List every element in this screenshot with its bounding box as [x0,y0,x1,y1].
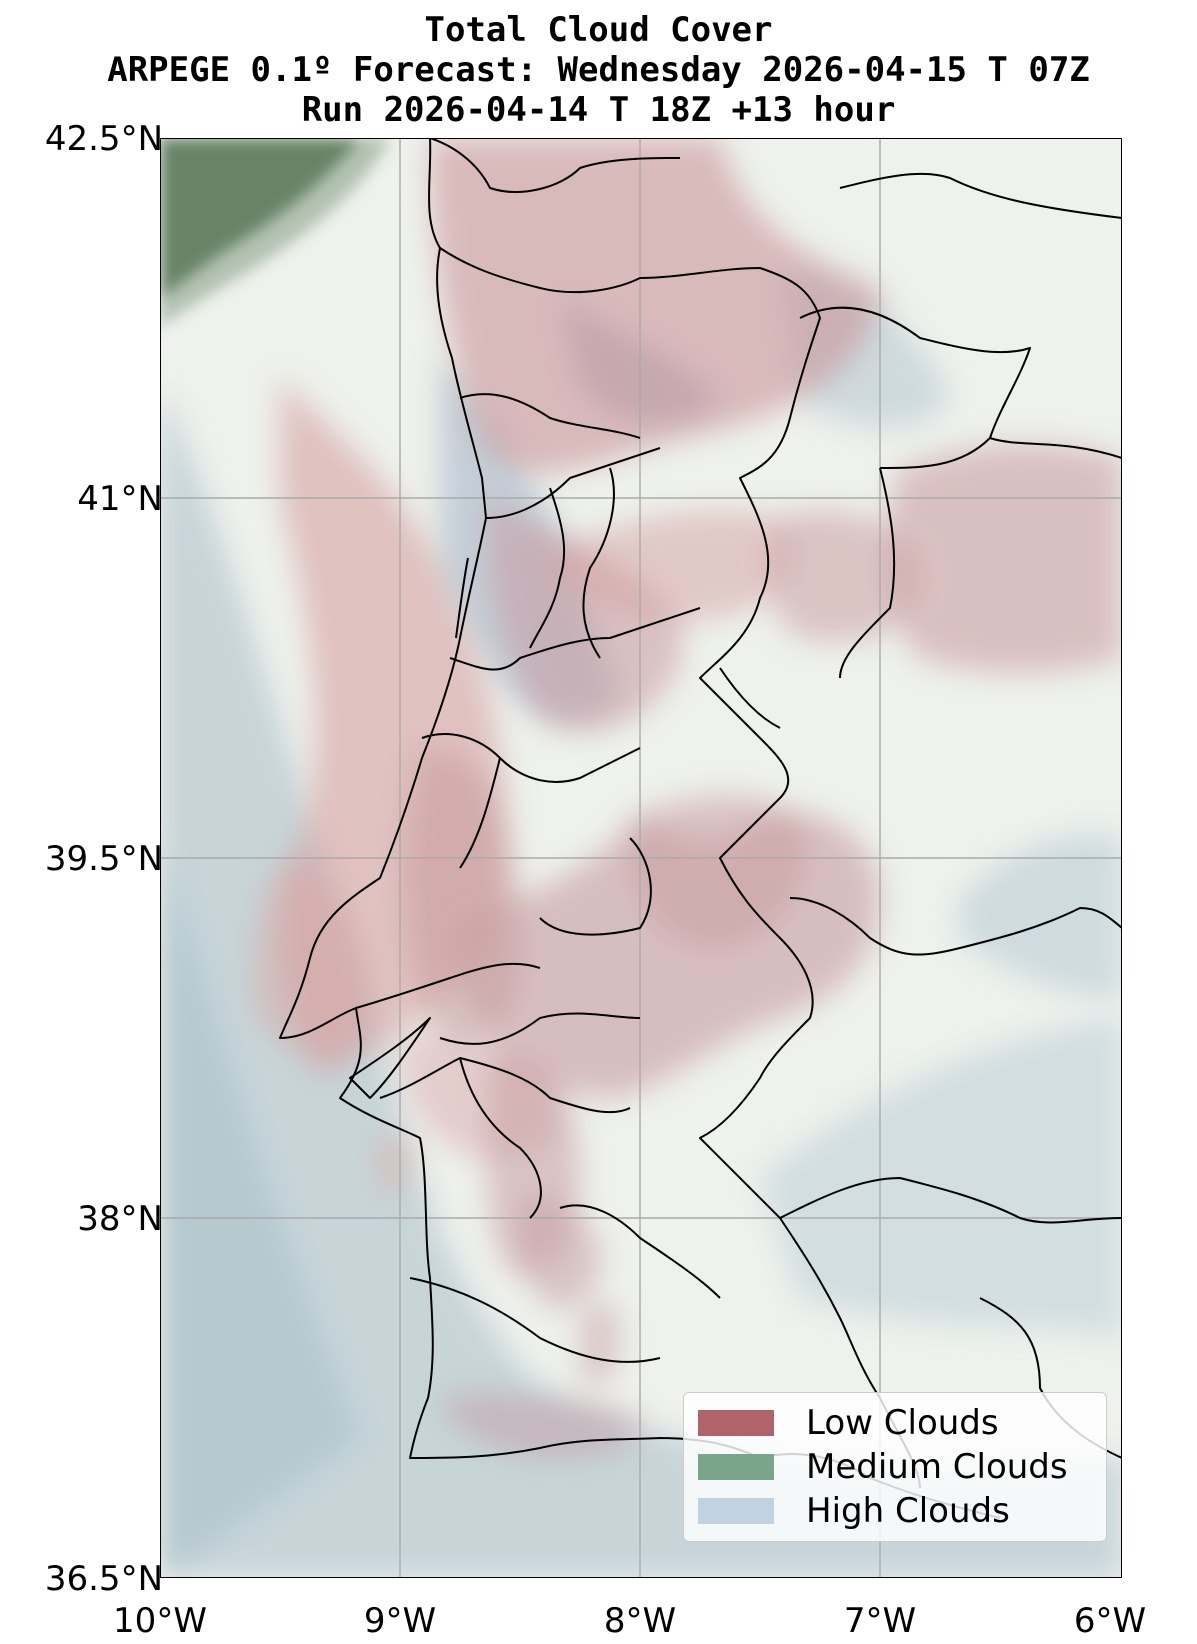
district-border [459,393,641,439]
legend: Low Clouds Medium Clouds High Clouds [683,1392,1107,1542]
district-border [449,607,701,671]
border-spain-huelva [779,1177,1122,1224]
y-tick-label: 36.5°N [44,1559,163,1599]
x-tick-label: 9°W [363,1601,437,1641]
border-spain-badajoz [789,897,1122,956]
border-galicia [429,138,681,193]
legend-label: Low Clouds [806,1403,999,1443]
district-border [582,467,615,659]
district-border [529,487,566,649]
district-border [539,837,652,936]
border-portugal-spain-north [439,247,821,419]
border-spain-caceres [839,467,896,679]
y-tick-label: 41°N [77,479,163,519]
x-tick-label: 7°W [843,1601,917,1641]
legend-label: Medium Clouds [806,1447,1068,1487]
y-tick-label: 42.5°N [44,119,163,159]
district-border [459,1057,542,1219]
district-border [719,667,781,729]
y-tick-label: 38°N [77,1199,163,1239]
border-portugal-spain-east [699,417,921,1489]
chart-subtitle-forecast: ARPEGE 0.1º Forecast: Wednesday 2026-04-… [107,50,1090,90]
district-border [421,733,641,783]
border-spain-salamanca [879,437,1122,469]
legend-item-high: High Clouds [698,1491,1010,1531]
district-border [355,962,541,1009]
cloud-cover-map [160,138,1122,1578]
legend-swatch-high [698,1498,774,1524]
legend-item-low: Low Clouds [698,1403,999,1443]
legend-swatch-low [698,1410,774,1436]
graticule [160,138,1122,1578]
x-tick-label: 6°W [1073,1601,1147,1641]
legend-label: High Clouds [806,1491,1010,1531]
coastline-and-borders [279,138,1122,1519]
district-border [485,447,661,519]
chart-title: Total Cloud Cover [424,10,773,50]
district-border [559,1204,721,1299]
district-border [439,1012,641,1045]
district-border [409,1277,661,1363]
estuary-aveiro [455,557,469,639]
border-spain-leon [799,306,1031,439]
x-tick-label: 10°W [113,1601,207,1641]
medium-clouds-layer [160,138,390,328]
chart-subtitle-run: Run 2026-04-14 T 18Z +13 hour [301,90,896,130]
y-tick-label: 39.5°N [44,839,163,879]
legend-item-medium: Medium Clouds [698,1447,1068,1487]
district-border [459,757,501,869]
x-tick-label: 8°W [603,1601,677,1641]
coastline [279,138,1001,1519]
legend-swatch-medium [698,1454,774,1480]
estuary-tagus [349,1017,431,1099]
low-clouds-layer [250,138,1122,1458]
district-border [379,1057,631,1114]
border-spain-regions-north [839,172,1122,219]
